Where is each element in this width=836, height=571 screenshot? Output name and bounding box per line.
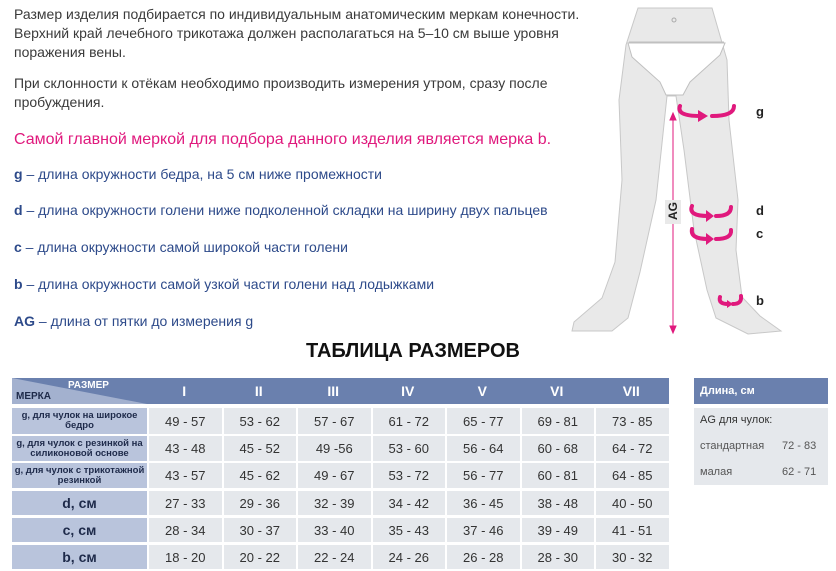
size-header: III [296, 378, 371, 404]
length-box-subtitle: AG для чулок: [700, 414, 773, 426]
label-g: g [756, 104, 764, 119]
main-measure-note: Самой главной меркой для подбора данного… [14, 131, 552, 148]
length-small-value: 62 - 71 [782, 466, 817, 478]
corner-header: РАЗМЕР МЕРКА [12, 378, 147, 404]
length-standard-name: стандартная [700, 440, 765, 452]
definition-text: – длина окружности бедра, на 5 см ниже п… [22, 166, 382, 182]
size-header: V [445, 378, 520, 404]
table-cell: 60 - 68 [521, 436, 594, 461]
table-cell: 41 - 51 [596, 518, 669, 542]
ring-d-icon [689, 204, 733, 218]
size-header: VII [594, 378, 669, 404]
table-cell: 49 - 57 [149, 408, 222, 434]
table-cell: 53 - 62 [223, 408, 296, 434]
table-cell: 57 - 67 [298, 408, 371, 434]
definition-ag: AG – длина от пятки до измерения g [14, 313, 253, 329]
ring-g-icon [677, 104, 736, 118]
size-header: VI [519, 378, 594, 404]
table-cell: 53 - 60 [372, 436, 445, 461]
table-cell: 33 - 40 [298, 518, 371, 542]
table-cell: 28 - 30 [521, 545, 594, 569]
table-cell: 53 - 72 [372, 463, 445, 488]
definition-b: b – длина окружности самой узкой части г… [14, 276, 434, 292]
intro-paragraph-1: Размер изделия подбирается по индивидуал… [14, 6, 580, 60]
table-cell: 30 - 32 [596, 545, 669, 569]
definition-d: d – длина окружности голени ниже подколе… [14, 202, 548, 218]
definition-key: AG [14, 313, 35, 329]
table-cell: 69 - 81 [521, 408, 594, 434]
table-cell: 56 - 77 [447, 463, 520, 488]
measure-rings [677, 104, 744, 306]
table-cell: 22 - 24 [298, 545, 371, 569]
intro-paragraph-2: При склонности к отёкам необходимо произ… [14, 75, 548, 110]
underwear [627, 42, 726, 96]
definition-text: – длина от пятки до измерения g [35, 313, 254, 329]
table-cell: 24 - 26 [372, 545, 445, 569]
definition-g: g – длина окружности бедра, на 5 см ниже… [14, 166, 382, 182]
table-cell: 64 - 72 [596, 436, 669, 461]
table-cell: 64 - 85 [596, 463, 669, 488]
table-cell: 39 - 49 [521, 518, 594, 542]
table-cell: 43 - 57 [149, 463, 222, 488]
table-cell: 34 - 42 [372, 491, 445, 515]
size-header: II [221, 378, 296, 404]
table-cell: 61 - 72 [372, 408, 445, 434]
table-cell: 29 - 36 [223, 491, 296, 515]
corner-measure-label: МЕРКА [16, 391, 51, 402]
table-cell: 73 - 85 [596, 408, 669, 434]
definition-key: c [14, 239, 22, 255]
table-cell: 49 -56 [298, 436, 371, 461]
label-c: c [756, 226, 763, 241]
definition-key: g [14, 166, 23, 182]
table-cell: 49 - 67 [298, 463, 371, 488]
definition-key: d [14, 202, 23, 218]
table-cell: 56 - 64 [447, 436, 520, 461]
table-cell: 26 - 28 [447, 545, 520, 569]
table-cell: 45 - 62 [223, 463, 296, 488]
table-cell: 27 - 33 [149, 491, 222, 515]
label-d: d [756, 203, 764, 218]
table-cell: 35 - 43 [372, 518, 445, 542]
table-cell: 18 - 20 [149, 545, 222, 569]
leg-figure: AG g d c b [571, 7, 783, 335]
row-label: b, см [12, 545, 147, 569]
definition-key: b [14, 276, 23, 292]
row-label: g, для чулок с резинкой на силиконовой о… [12, 436, 147, 461]
table-cell: 38 - 48 [521, 491, 594, 515]
size-header: I [147, 378, 222, 404]
table-cell: 37 - 46 [447, 518, 520, 542]
row-label: c, см [12, 518, 147, 542]
ag-label: AG [666, 202, 680, 220]
table-cell: 65 - 77 [447, 408, 520, 434]
label-b: b [756, 293, 764, 308]
table-title: ТАБЛИЦА РАЗМЕРОВ [306, 340, 520, 362]
table-cell: 32 - 39 [298, 491, 371, 515]
ring-c-icon [689, 227, 734, 241]
definition-text: – длина окружности голени ниже подколенн… [22, 202, 548, 218]
table-cell: 28 - 34 [149, 518, 222, 542]
table-cell: 40 - 50 [596, 491, 669, 515]
length-standard-value: 72 - 83 [782, 440, 817, 452]
row-label: d, см [12, 491, 147, 515]
corner-size-label: РАЗМЕР [68, 380, 109, 391]
ring-b-icon [717, 294, 744, 306]
table-cell: 60 - 81 [521, 463, 594, 488]
table-cell: 20 - 22 [223, 545, 296, 569]
size-header: IV [370, 378, 445, 404]
table-cell: 30 - 37 [223, 518, 296, 542]
row-label: g, для чулок на широкое бедро [12, 408, 147, 434]
length-small-name: малая [700, 466, 733, 478]
body-silhouette [571, 7, 783, 335]
definition-c: c – длина окружности самой широкой части… [14, 239, 348, 255]
row-label: g, для чулок с трикотажной резинкой [12, 463, 147, 488]
length-box-header: Длина, см [694, 378, 828, 404]
table-cell: 36 - 45 [447, 491, 520, 515]
definition-text: – длина окружности самой узкой части гол… [22, 276, 435, 292]
table-cell: 45 - 52 [223, 436, 296, 461]
table-cell: 43 - 48 [149, 436, 222, 461]
length-box: AG для чулок: стандартная 72 - 83 малая … [694, 408, 828, 485]
definition-text: – длина окружности самой широкой части г… [21, 239, 348, 255]
